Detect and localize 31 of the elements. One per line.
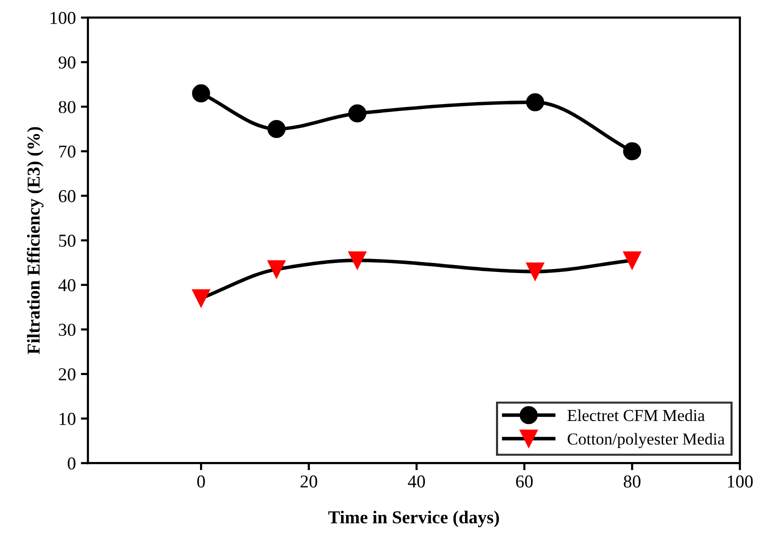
legend-label: Cotton/polyester Media (568, 432, 725, 448)
point (192, 289, 210, 308)
x-tick-label: 0 (197, 475, 205, 488)
y-tick-label: 40 (58, 279, 76, 292)
x-tick-label: 60 (516, 475, 533, 488)
y-tick-label: 30 (58, 324, 76, 336)
y-tick-label: 100 (50, 12, 76, 24)
point (267, 260, 286, 278)
y-tick-label: 50 (59, 234, 76, 247)
y-tick-label: 20 (58, 368, 76, 380)
x-tick-label: 100 (728, 475, 753, 488)
y-tick-label: 60 (58, 190, 76, 202)
y-tick-label: 10 (60, 412, 76, 425)
point (526, 262, 544, 281)
point (348, 251, 366, 270)
point (192, 84, 210, 102)
point (267, 120, 286, 138)
point (623, 142, 642, 160)
point (348, 104, 366, 122)
y-tick-label: 0 (68, 457, 76, 470)
y-tick-label: 90 (58, 56, 76, 69)
x-tick-label: 40 (408, 475, 425, 488)
y-tick-label: 80 (58, 100, 76, 114)
point (526, 93, 544, 112)
legend-label: Electret CFM Media (568, 409, 705, 422)
x-axis-title: Time in Service (days) (328, 510, 499, 528)
x-tick-label: 80 (624, 475, 640, 488)
point (623, 251, 642, 270)
y-tick-label: 70 (59, 146, 76, 158)
x-tick-label: 20 (300, 475, 318, 488)
y-axis-title: Filtration Efficiency (E3) (%) (26, 127, 44, 354)
